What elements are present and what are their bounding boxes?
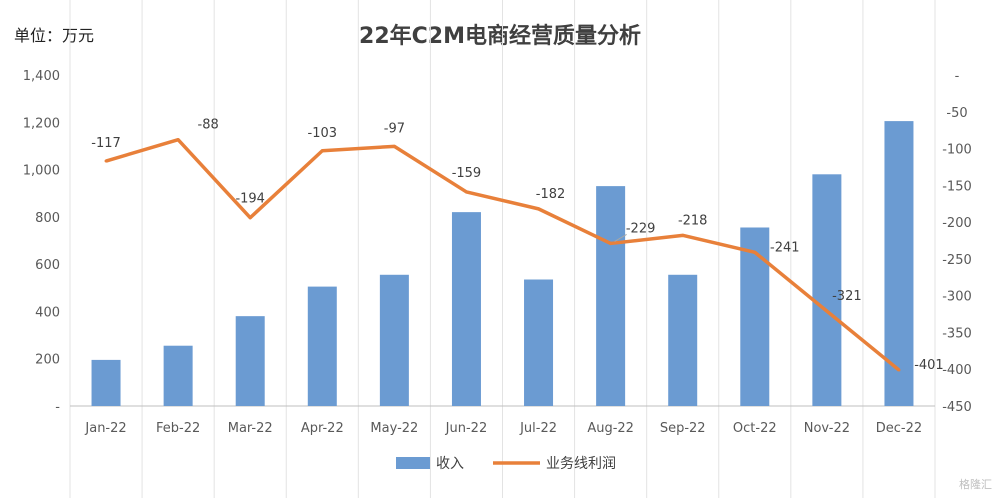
line-point (537, 207, 541, 211)
bar (451, 212, 481, 406)
y-right-tick-label: -200 (942, 216, 972, 231)
y-right-tick-label: - (955, 69, 960, 84)
bar (740, 227, 770, 406)
bar (379, 274, 409, 406)
x-tick-label: Aug-22 (587, 421, 634, 436)
line-point (176, 138, 180, 142)
line-point (320, 149, 324, 153)
data-label: -401 (914, 358, 944, 373)
data-label: -97 (384, 121, 405, 136)
legend-label-bars: 收入 (436, 456, 464, 472)
data-label: -218 (678, 213, 708, 228)
bar (668, 274, 698, 406)
data-label: -194 (235, 192, 265, 207)
bar (812, 174, 842, 406)
profit-line (105, 137, 901, 372)
y-left-tick-label: 200 (35, 353, 60, 368)
x-tick-label: Jan-22 (84, 421, 126, 436)
x-tick-label: Nov-22 (804, 421, 850, 436)
legend-label-line: 业务线利润 (546, 456, 616, 472)
x-tick-label: Dec-22 (876, 421, 922, 436)
x-tick-label: Feb-22 (156, 421, 200, 436)
x-tick-label: Jul-22 (519, 421, 557, 436)
line-point (825, 309, 829, 313)
bar (884, 121, 914, 406)
line-point (609, 241, 613, 245)
legend-swatch-bars (396, 457, 430, 469)
watermark: 格隆汇 (959, 478, 992, 491)
x-tick-label: Jun-22 (445, 421, 488, 436)
y-left-tick-label: 1,400 (23, 69, 60, 84)
data-label: -229 (626, 221, 656, 236)
y-left-tick-label: 1,200 (23, 116, 60, 131)
y-right-tick-label: -50 (946, 106, 967, 121)
line-point (753, 250, 757, 254)
bar (596, 186, 626, 406)
data-label: -88 (198, 118, 219, 133)
chart-title: 22年C2M电商经营质量分析 (359, 24, 641, 49)
bar (307, 286, 337, 406)
bar (163, 345, 193, 406)
y-right-tick-label: -450 (942, 400, 972, 415)
data-label: -117 (91, 136, 121, 151)
line-point (464, 190, 468, 194)
data-label: -159 (452, 166, 482, 181)
label-leader-line (614, 234, 627, 242)
line-point (248, 216, 252, 220)
x-tick-label: Oct-22 (733, 421, 777, 436)
y-left-tick-label: 600 (35, 258, 60, 273)
y-right-tick-label: -350 (942, 326, 972, 341)
y-left-tick-label: 400 (35, 305, 60, 320)
bar (91, 359, 121, 406)
y-left-tick-label: 1,000 (23, 164, 60, 179)
line-point (681, 233, 685, 237)
data-label: -182 (536, 187, 566, 202)
y-right-tick-label: -250 (942, 253, 972, 268)
data-label: -321 (832, 289, 862, 304)
x-tick-label: Sep-22 (660, 421, 706, 436)
y-right-tick-label: -150 (942, 179, 972, 194)
y-left-tick-label: - (55, 400, 60, 415)
y-right-tick-label: -300 (942, 290, 972, 305)
bar (235, 316, 265, 406)
line-point (897, 368, 901, 372)
unit-label: 单位：万元 (14, 26, 95, 45)
line-point (392, 144, 396, 148)
data-label: -241 (770, 240, 800, 255)
x-tick-label: May-22 (370, 421, 418, 436)
y-left-tick-label: 800 (35, 211, 60, 226)
data-label: -103 (308, 126, 338, 141)
bar (524, 279, 554, 406)
x-tick-label: Apr-22 (301, 421, 344, 436)
x-tick-label: Mar-22 (228, 421, 273, 436)
y-right-tick-label: -400 (942, 363, 972, 378)
line-point (104, 159, 108, 163)
y-right-tick-label: -100 (942, 143, 972, 158)
